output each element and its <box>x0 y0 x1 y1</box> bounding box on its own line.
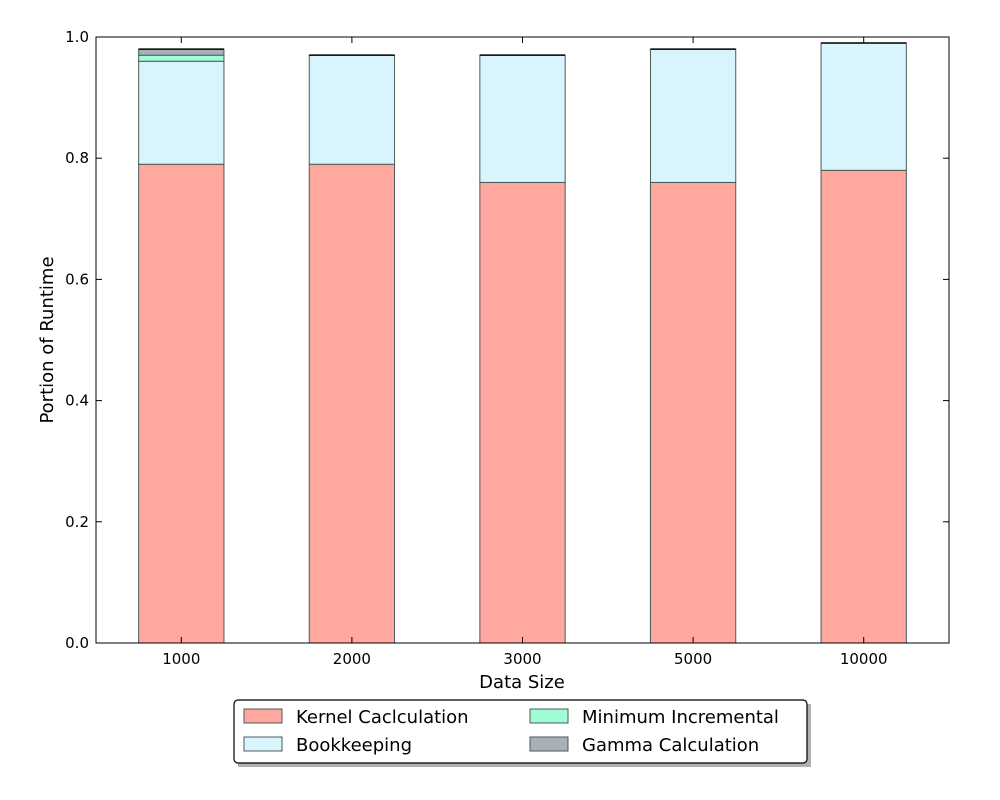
legend-label-bookkeeping: Bookkeeping <box>296 735 412 756</box>
ticks-group: 1000 2000 3000 5000 10000 0.0 0.2 0.4 0.6 0.8 1.0 <box>65 28 949 668</box>
x-tick-label-10000: 10000 <box>840 650 888 668</box>
bar-minimum-incremental-1000 <box>138 54 225 62</box>
legend-swatch-minimum-incremental <box>529 708 569 724</box>
bar-kernel-caclculation-1000 <box>138 163 225 644</box>
legend-swatch-kernel-caclculation <box>243 708 283 724</box>
legend-swatch-gamma-calculation <box>529 736 569 752</box>
y-tick-label-0.4: 0.4 <box>65 392 89 410</box>
x-axis-title: Data Size <box>479 672 565 693</box>
y-tick-label-1.0: 1.0 <box>65 28 89 46</box>
bar-bookkeeping-1000 <box>138 60 225 165</box>
legend-label-minimum-incremental: Minimum Incremental <box>582 707 779 728</box>
legend: Kernel Caclculation Bookkeeping Minimum In… <box>233 699 811 767</box>
legend-swatch-bookkeeping <box>243 736 283 752</box>
bar-bookkeeping-10000 <box>820 42 907 171</box>
y-axis-title: Portion of Runtime <box>37 256 58 423</box>
bars-group <box>138 42 907 644</box>
bar-bookkeeping-5000 <box>649 48 737 183</box>
legend-label-gamma-calculation: Gamma Calculation <box>582 735 759 756</box>
x-tick-label-5000: 5000 <box>674 650 712 668</box>
legend-box <box>233 699 808 764</box>
y-tick-label-0.8: 0.8 <box>65 149 89 167</box>
y-tick-label-0.6: 0.6 <box>65 270 89 288</box>
y-tick-label-0.2: 0.2 <box>65 513 89 531</box>
bar-kernel-caclculation-5000 <box>649 181 737 644</box>
y-tick-label-0.0: 0.0 <box>65 634 89 652</box>
bar-gamma-calculation-1000 <box>138 48 225 56</box>
x-tick-label-2000: 2000 <box>333 650 371 668</box>
legend-label-kernel-caclculation: Kernel Caclculation <box>296 707 469 728</box>
x-tick-label-1000: 1000 <box>162 650 200 668</box>
bar-kernel-caclculation-10000 <box>820 169 907 644</box>
bar-kernel-caclculation-2000 <box>308 163 396 644</box>
bar-kernel-caclculation-3000 <box>479 181 566 644</box>
x-tick-label-3000: 3000 <box>503 650 541 668</box>
bar-bookkeeping-2000 <box>308 54 396 165</box>
bar-bookkeeping-3000 <box>479 54 566 183</box>
